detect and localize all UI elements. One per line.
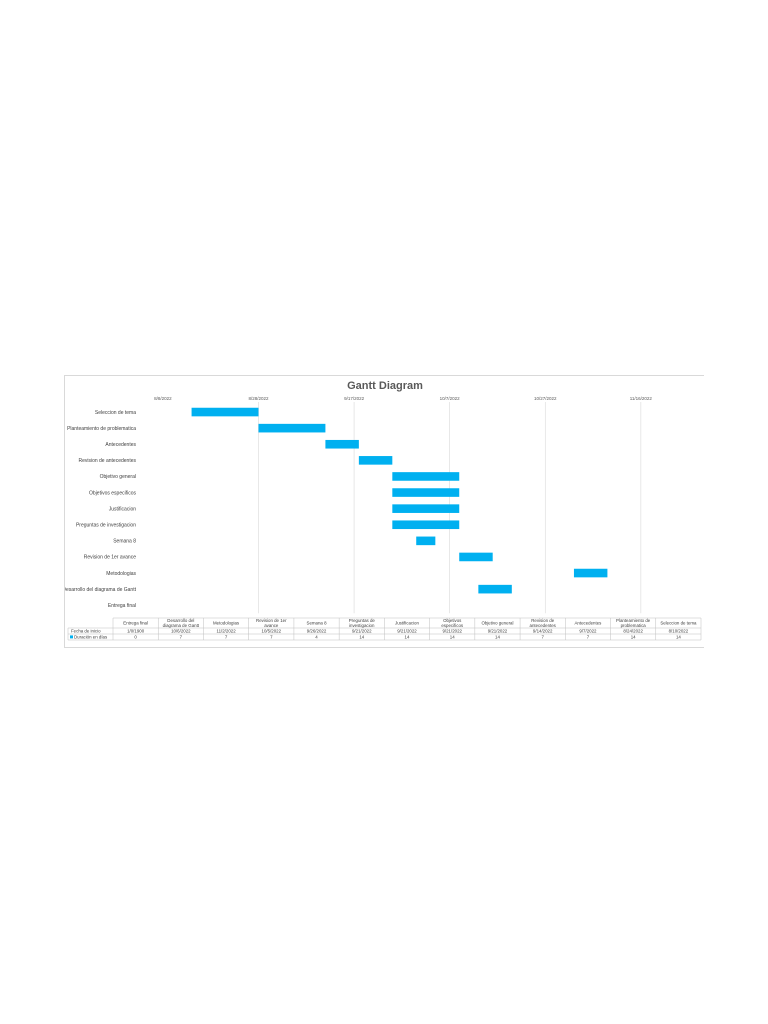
task-label: Justificacion [109, 506, 136, 512]
table-cell-start: 8/24/2022 [623, 628, 643, 633]
table-cell-duration: 7 [225, 634, 228, 639]
table-column-header: Objetivo general [481, 621, 513, 626]
task-labels: Seleccion de tema Planteamiento de proble… [65, 410, 137, 609]
x-tick-label: 10/7/2022 [440, 396, 461, 401]
x-tick-label: 9/17/2022 [344, 396, 365, 401]
gantt-chart-svg: Gantt Diagram 8/8/2022 8/28/2022 9/17/2022… [65, 380, 702, 641]
task-bar [392, 488, 460, 497]
task-label: Planteamiento de problematica [67, 426, 136, 432]
table-cell-duration: 7 [270, 634, 273, 639]
table-cell-start: 11/2/2022 [216, 628, 236, 633]
task-label: Objetivo general [100, 474, 136, 480]
table-cell-duration: 14 [405, 634, 410, 639]
table-cell-duration: 14 [359, 634, 364, 639]
task-label: Metodologias [106, 571, 136, 577]
task-bar [573, 568, 608, 578]
table-cell-start: 10/6/2022 [171, 628, 191, 633]
table-cell-start: 9/26/2022 [307, 628, 327, 633]
table-column-header: Metodologias [213, 621, 240, 626]
task-bar [358, 456, 393, 465]
table-cell-start: 9/7/2022 [579, 628, 597, 633]
table-column-header: Semana 8 [307, 621, 328, 626]
task-bar [191, 407, 259, 417]
task-bar [478, 584, 512, 594]
table-cell-start: 10/5/2022 [262, 628, 282, 633]
table-column-header: Antecedentes [574, 621, 602, 626]
x-tick-label: 8/28/2022 [248, 396, 269, 401]
table-cell-duration: 14 [676, 634, 681, 639]
table-cell-start: 9/21/2022 [442, 628, 462, 633]
gantt-chart: Gantt Diagram 8/8/2022 8/28/2022 9/17/2022… [64, 375, 704, 648]
task-bar [416, 536, 436, 546]
table-cell-duration: 0 [134, 634, 137, 639]
table-column-header: Justificacion [395, 621, 419, 626]
table-cell-duration: 7 [587, 634, 590, 639]
task-bar [325, 439, 359, 449]
task-label: Seleccion de tema [95, 410, 136, 416]
table-cell-duration: 14 [450, 634, 455, 639]
task-label: Antecedentes [105, 442, 136, 448]
table-cell-duration: 7 [541, 634, 544, 639]
table-column-header: Revision de 1er avance [256, 618, 287, 628]
task-label: Entrega final [108, 603, 136, 609]
x-tick-label: 8/8/2022 [154, 396, 172, 401]
table-column-header: Seleccion de tema [660, 621, 697, 626]
table-cell-start: 9/14/2022 [533, 628, 553, 633]
table-cell-start: 9/21/2022 [352, 628, 372, 633]
table-column-header: Desarrollo del diagrama de Gantt [163, 618, 200, 628]
x-tick-label: 11/16/2022 [630, 396, 653, 401]
x-axis-ticks: 8/8/2022 8/28/2022 9/17/2022 10/7/2022 10/27… [154, 396, 652, 401]
legend-key [70, 635, 73, 639]
table-column-header: Planteamiento de problematica [616, 618, 651, 628]
table-column-header: Objetivos especificos [441, 618, 464, 628]
table-cell-start: 1/0/1900 [127, 628, 145, 633]
task-label: Desarrollo del diagrama de Gantt [65, 587, 137, 593]
table-cell-duration: 14 [495, 634, 500, 639]
table-cell-start: 9/21/2022 [397, 628, 417, 633]
table-cell-duration: 7 [180, 634, 183, 639]
table-column-header: Revision de antecedentes [530, 618, 557, 628]
task-bar [459, 552, 493, 562]
task-label: Preguntas de investigacion [76, 522, 136, 528]
task-label: Revision de 1er avance [84, 555, 136, 561]
task-bar [392, 520, 460, 530]
chart-title: Gantt Diagram [347, 380, 423, 392]
table-cell-duration: 14 [631, 634, 636, 639]
table-cell-duration: 4 [315, 634, 318, 639]
table-column-header: Entrega final [123, 621, 148, 626]
x-tick-label: 10/27/2022 [534, 396, 557, 401]
table-row-header: Fecha de inicio [71, 628, 101, 633]
task-label: Semana 8 [113, 539, 136, 545]
task-label: Revision de antecedentes [78, 458, 136, 464]
task-bar [392, 472, 460, 481]
table-cell-start: 8/10/2022 [669, 628, 689, 633]
table-cell-start: 9/21/2022 [488, 628, 508, 633]
table-row-header: Duración en días [74, 634, 108, 639]
task-bar [392, 504, 460, 513]
task-bars [191, 407, 608, 594]
task-label: Objetivos especificos [89, 490, 136, 496]
task-bar [258, 423, 326, 433]
table-column-header: Preguntas de investigacion [349, 618, 376, 628]
